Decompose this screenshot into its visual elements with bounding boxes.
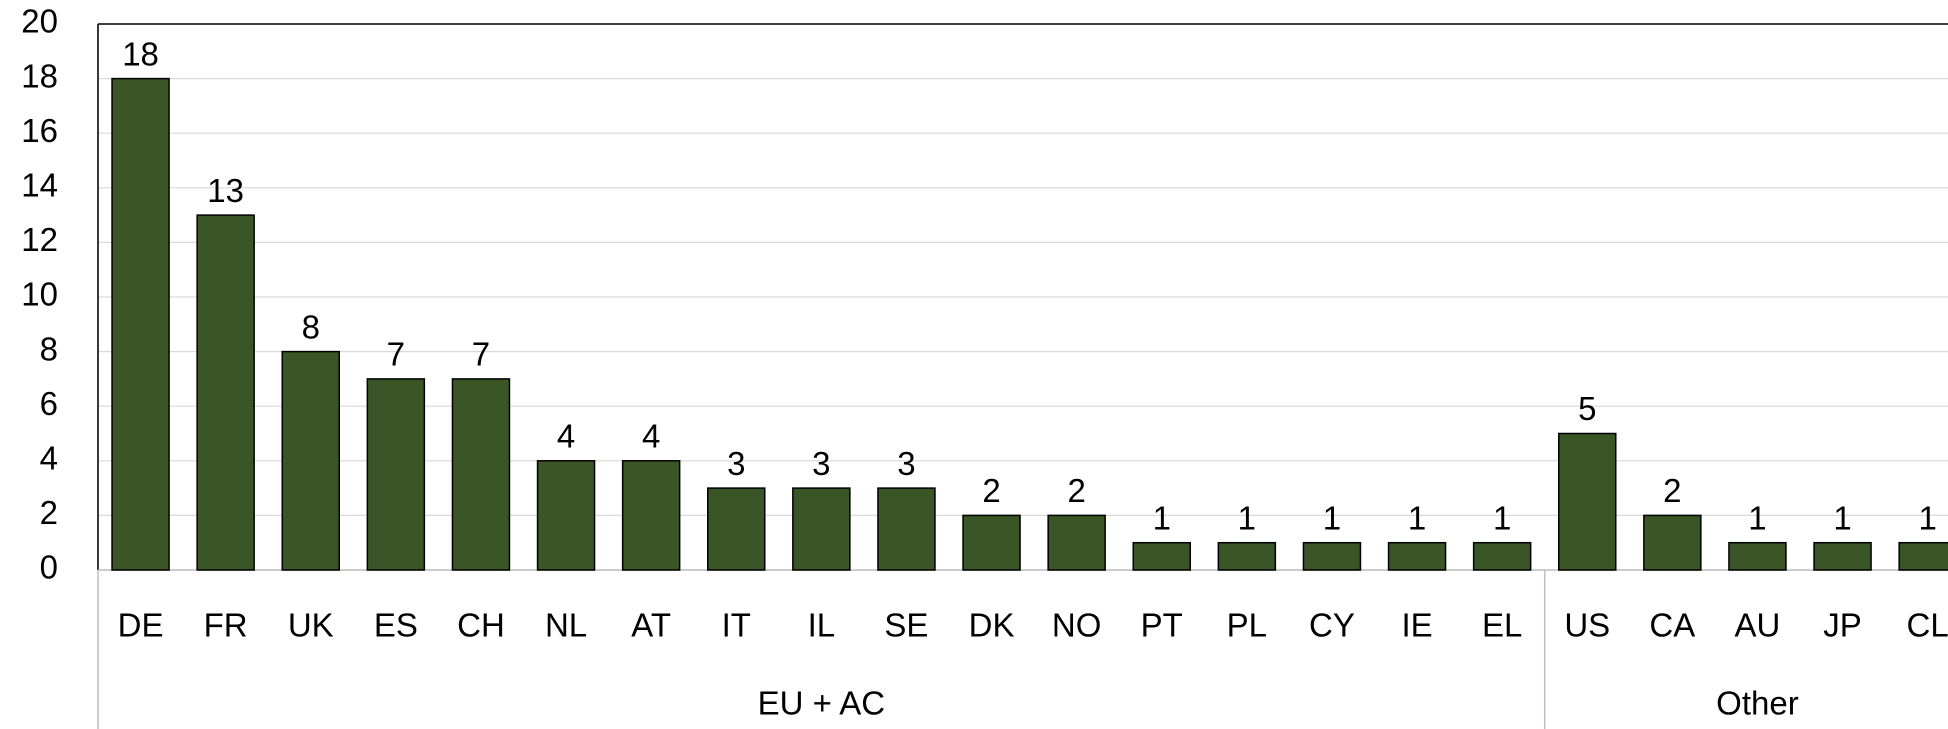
data-label: 1 bbox=[1408, 499, 1426, 536]
y-tick-label: 14 bbox=[21, 167, 58, 204]
bar bbox=[536, 460, 596, 571]
data-label: 3 bbox=[897, 445, 915, 482]
x-tick-label: CA bbox=[1649, 607, 1695, 644]
y-tick-label: 12 bbox=[21, 221, 58, 258]
y-tick-label: 4 bbox=[40, 440, 58, 477]
y-tick-label: 2 bbox=[40, 494, 58, 531]
bar bbox=[962, 514, 1021, 571]
bar bbox=[196, 214, 255, 571]
data-label: 3 bbox=[727, 445, 745, 482]
bar bbox=[621, 460, 681, 571]
data-label: 2 bbox=[982, 472, 1000, 509]
bar bbox=[111, 77, 170, 571]
data-label: 13 bbox=[207, 172, 244, 209]
data-label: 3 bbox=[812, 445, 830, 482]
x-tick-label: DE bbox=[118, 607, 164, 644]
x-tick-label: SE bbox=[884, 607, 928, 644]
data-label: 1 bbox=[1918, 499, 1936, 536]
x-tick-label: US bbox=[1564, 607, 1610, 644]
x-tick-label: ES bbox=[374, 607, 418, 644]
x-tick-label: PT bbox=[1141, 607, 1183, 644]
data-label: 1 bbox=[1238, 499, 1256, 536]
x-tick-label: NL bbox=[545, 607, 587, 644]
data-label: 8 bbox=[302, 308, 320, 345]
x-tick-label: PL bbox=[1227, 607, 1267, 644]
x-tick-label: UK bbox=[288, 607, 334, 644]
x-tick-label: FR bbox=[204, 607, 248, 644]
data-label: 7 bbox=[387, 336, 405, 373]
y-tick-label: 8 bbox=[40, 330, 58, 367]
x-tick-label: NO bbox=[1052, 607, 1102, 644]
y-tick-label: 20 bbox=[21, 3, 58, 40]
data-label: 4 bbox=[642, 418, 660, 455]
x-tick-label: CY bbox=[1309, 607, 1355, 644]
data-label: 1 bbox=[1833, 499, 1851, 536]
x-tick-label: IT bbox=[722, 607, 751, 644]
x-tick-label: JP bbox=[1823, 607, 1862, 644]
bar bbox=[281, 350, 340, 571]
x-tick-label: IL bbox=[808, 607, 836, 644]
data-label: 2 bbox=[1663, 472, 1681, 509]
group-label: EU + AC bbox=[758, 685, 885, 722]
bar bbox=[1558, 432, 1617, 571]
y-tick-label: 18 bbox=[21, 57, 58, 94]
x-tick-label: DK bbox=[969, 607, 1015, 644]
data-label: 5 bbox=[1578, 390, 1596, 427]
data-label: 2 bbox=[1067, 472, 1085, 509]
data-label: 1 bbox=[1493, 499, 1511, 536]
bar bbox=[877, 487, 936, 571]
bar bbox=[707, 487, 766, 571]
data-label: 1 bbox=[1748, 499, 1766, 536]
bar bbox=[1898, 541, 1948, 571]
bar bbox=[366, 378, 426, 571]
y-tick-label: 6 bbox=[40, 385, 58, 422]
bar bbox=[1387, 541, 1447, 571]
bar bbox=[451, 378, 511, 571]
x-tick-label: AT bbox=[631, 607, 671, 644]
bar bbox=[1643, 514, 1702, 571]
data-label: 7 bbox=[472, 336, 490, 373]
data-label: 1 bbox=[1153, 499, 1171, 536]
x-tick-label: CL bbox=[1907, 607, 1948, 644]
x-tick-label: IE bbox=[1401, 607, 1432, 644]
bar bbox=[792, 487, 851, 571]
bar bbox=[1472, 541, 1532, 571]
x-tick-label: CH bbox=[457, 607, 505, 644]
y-tick-label: 10 bbox=[21, 276, 58, 313]
bar bbox=[1217, 541, 1277, 571]
bar bbox=[1302, 541, 1362, 571]
bar bbox=[1813, 541, 1872, 571]
data-label: 18 bbox=[122, 35, 159, 72]
data-label: 1 bbox=[1323, 499, 1341, 536]
group-label: Other bbox=[1716, 685, 1799, 722]
y-tick-label: 0 bbox=[40, 549, 58, 586]
bar bbox=[1047, 514, 1106, 571]
bar bbox=[1728, 541, 1787, 571]
data-label: 4 bbox=[557, 418, 575, 455]
bar bbox=[1132, 541, 1191, 571]
x-tick-label: AU bbox=[1735, 607, 1781, 644]
x-tick-label: EL bbox=[1482, 607, 1522, 644]
y-tick-label: 16 bbox=[21, 112, 58, 149]
